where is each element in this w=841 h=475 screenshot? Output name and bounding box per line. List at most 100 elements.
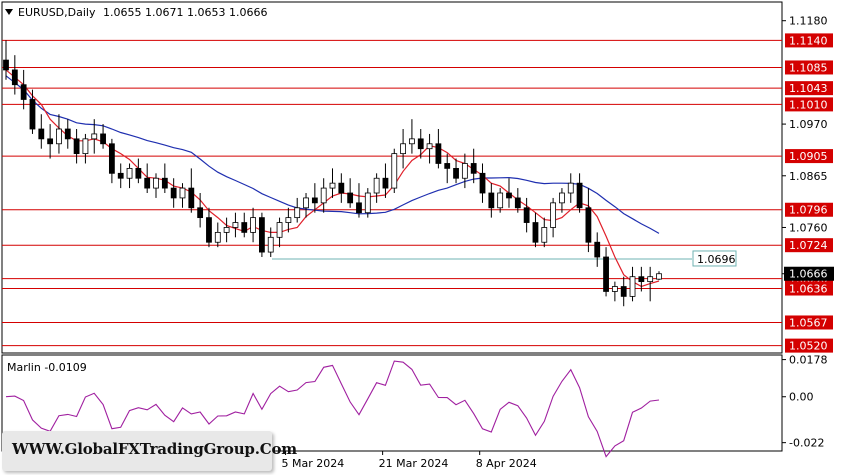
indicator-axis-label: 0.00 [789,391,814,404]
level-label-bg [785,338,833,353]
candle-body [453,167,459,179]
candle-body [594,241,601,258]
candle-body [117,172,124,179]
candle-body [294,207,301,219]
candle-body [47,138,54,145]
candle-body [567,182,574,194]
date-axis-label: 8 Apr 2024 [476,457,537,470]
candle-body [108,143,115,174]
candle-body [250,217,256,233]
current-price-label: 1.0666 [789,268,828,281]
candle-body [338,182,345,194]
candle-body [144,177,151,189]
symbol-label: EURUSD,Daily [18,6,96,19]
candle-body [400,143,406,155]
watermark-badge: WWW.GlobalFXTradingGroup.Com [2,431,297,471]
candle-body [497,192,504,209]
level-label-bg [785,281,833,296]
candle-body [241,222,248,233]
candle-body [311,197,318,204]
candle-body [303,197,309,209]
candle-body [629,276,636,297]
candle-body [417,138,424,150]
level-label: 1.0520 [789,340,828,353]
candle-body [259,217,265,253]
candle-body [20,84,27,100]
candle-body [126,167,133,179]
candle-body [532,222,539,243]
ohlc-label: 1.0655 1.0671 1.0653 1.0666 [103,6,267,19]
level-label: 1.1043 [789,82,828,95]
candle-body [161,177,168,189]
level-label: 1.1140 [789,34,828,47]
candle-body [179,187,186,199]
candle-body [197,207,204,219]
candle-body [170,187,177,199]
level-label: 1.0567 [789,316,828,329]
candle-body [285,217,292,223]
indicator-title: Marlin -0.0109 [7,361,87,374]
candle-body [391,153,398,189]
level-label-bg [785,149,833,164]
candle-body [364,192,371,214]
candle-body [153,177,159,189]
candle-body [479,172,486,194]
oscillator-line [5,360,660,458]
indicator-axis-label: 0.0178 [789,354,828,367]
price-axis-label: 1.0760 [789,221,828,234]
candle-body [73,138,80,155]
horizontal-levels[interactable]: 1.0696 [2,39,782,347]
reference-label-box [692,250,737,267]
candle-body [647,276,654,283]
candle-body [506,192,512,199]
candle-body [135,167,142,179]
candle-body [214,231,221,243]
collapse-arrow-icon[interactable] [5,9,13,15]
candle-body [470,163,477,174]
indicator-axis-label: -0.022 [789,437,824,450]
candle-body [611,286,618,292]
price-axis-label: 1.0970 [789,118,828,131]
watermark-text: WWW.GlobalFXTradingGroup.Com [12,440,297,458]
candle-body [329,182,336,189]
candle-body [541,227,548,243]
level-label-bg [785,315,833,330]
candle-body [29,99,36,130]
price-axis-label: 1.1180 [789,15,828,28]
candle-body [488,192,495,209]
candle-body [426,143,433,150]
date-axis-label: 5 Mar 2024 [282,457,345,470]
candle-body [382,177,389,189]
level-label-bg [785,202,833,217]
candle-body [100,133,106,145]
candle-body [320,187,327,204]
level-label-bg [785,97,833,112]
candle-body [82,138,89,155]
level-label: 1.0905 [789,150,828,163]
level-label-bg [785,33,833,48]
candle-body [223,227,230,233]
slow-moving-average-line [5,75,660,234]
candle-body [188,187,195,209]
price-axis-label: 1.0865 [789,170,828,183]
candle-body [91,133,98,140]
candle-body [559,192,565,204]
level-label-bg [785,60,833,75]
candle-body [356,202,362,214]
candle-body [550,202,557,228]
candle-body [56,128,62,145]
candle-body [267,236,274,253]
current-price-bg [784,266,834,281]
reference-label: 1.0696 [697,253,736,266]
candle-body [64,128,71,140]
candle-body [461,163,468,179]
candle-body [347,192,354,204]
level-label-bg [785,238,833,253]
level-label: 1.1085 [789,61,828,74]
level-label: 1.0636 [789,283,828,296]
level-label: 1.1010 [789,98,828,111]
candle-body [276,222,283,238]
candle-body [603,256,609,292]
candles [3,40,662,307]
